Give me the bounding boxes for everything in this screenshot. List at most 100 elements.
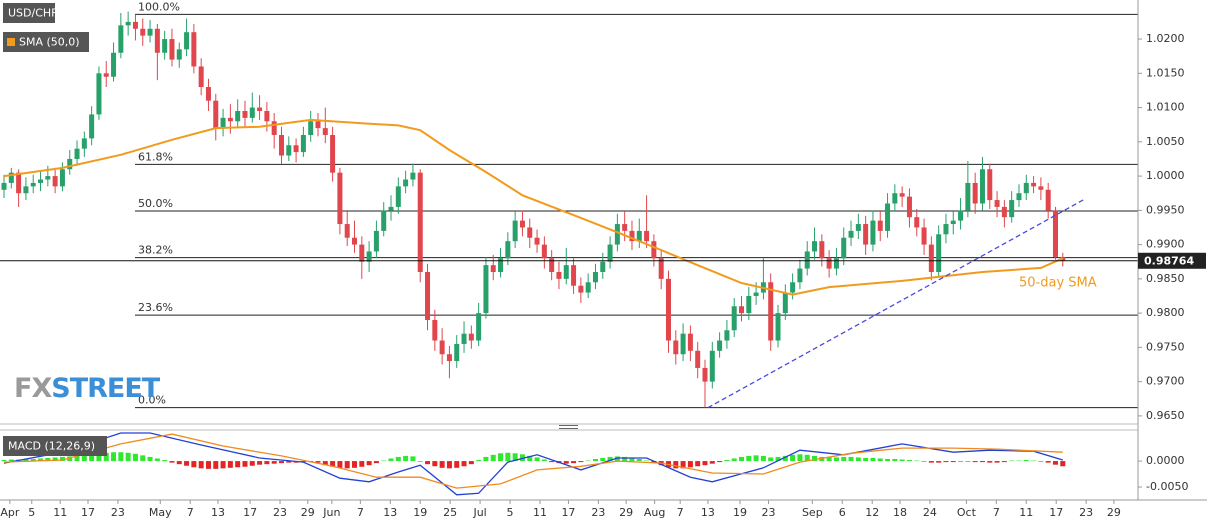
histogram-bar: [205, 461, 211, 469]
y-tick-label: 1.0050: [1146, 135, 1185, 148]
candle-body: [709, 350, 715, 382]
candle-body: [928, 244, 934, 273]
histogram-bar: [848, 456, 854, 462]
fib-label: 23.6%: [138, 301, 173, 314]
candle-body: [242, 110, 248, 118]
candle-body: [23, 186, 29, 194]
macd-line: [3, 432, 1063, 496]
y-tick-label: 0.9950: [1146, 203, 1185, 216]
histogram-bar: [154, 458, 160, 462]
histogram-bar: [673, 461, 679, 469]
candle-body: [1038, 186, 1044, 190]
y-tick-label: 0.9900: [1146, 238, 1185, 251]
histogram-bar: [498, 453, 504, 462]
histogram-bar: [271, 461, 277, 464]
candle-body: [184, 32, 190, 50]
y-tick-label: 1.0000: [1146, 169, 1185, 182]
histogram-bar: [739, 456, 745, 462]
fib-label: 50.0%: [138, 197, 173, 210]
candle-body: [629, 230, 635, 242]
candle-body: [103, 73, 109, 77]
candle-body: [1031, 182, 1037, 187]
histogram-bar: [505, 452, 511, 462]
histogram-bar: [812, 455, 818, 462]
candle-body: [1009, 200, 1015, 218]
candle-body: [863, 224, 869, 245]
candle-body: [622, 224, 628, 231]
histogram-bar: [140, 455, 146, 462]
y-tick-label: 0.9850: [1146, 272, 1185, 285]
x-tick-label: 11: [1019, 506, 1033, 519]
candle-body: [388, 206, 394, 211]
x-tick-label: 7: [357, 506, 364, 519]
candle-body: [855, 224, 861, 231]
candle-body: [205, 87, 211, 101]
candle-body: [651, 241, 657, 259]
candle-body: [403, 179, 409, 187]
candle-body: [52, 176, 58, 187]
histogram-bar: [176, 461, 182, 465]
histogram-bar: [899, 459, 905, 462]
candle-body: [359, 244, 365, 262]
candle-body: [658, 258, 664, 279]
candle-body: [673, 340, 679, 355]
resize-handle[interactable]: [559, 425, 578, 429]
candle-body: [753, 292, 759, 296]
y-tick-label: 1.0150: [1146, 66, 1185, 79]
histogram-bar: [235, 461, 241, 468]
x-tick-label: 7: [677, 506, 684, 519]
histogram-bar: [490, 454, 496, 462]
candle-body: [790, 282, 796, 293]
candle-body: [687, 333, 693, 351]
candle-body: [176, 49, 182, 60]
last-price-label: 0.98764: [1144, 254, 1194, 267]
candle-body: [987, 169, 993, 201]
candle-body: [819, 241, 825, 259]
histogram-bar: [103, 452, 109, 462]
histogram-bar: [994, 461, 1000, 463]
candle-body: [271, 121, 277, 135]
y-tick-label: 1.0200: [1146, 32, 1185, 45]
y-tick-label: 0.9800: [1146, 306, 1185, 319]
histogram-bar: [1060, 461, 1066, 467]
histogram-bar: [768, 457, 774, 462]
candle-body: [512, 220, 518, 242]
histogram-bar: [892, 458, 898, 462]
histogram-bar: [936, 461, 942, 463]
candle-body: [775, 313, 781, 341]
histogram-bar: [1045, 461, 1051, 463]
candle-body: [264, 110, 270, 122]
histogram-bar: [249, 461, 255, 466]
histogram-bar: [59, 456, 65, 462]
x-tick-label: 23: [1079, 506, 1093, 519]
sma-line: [3, 118, 1064, 296]
candle-body: [461, 333, 467, 344]
histogram-bar: [636, 458, 642, 462]
x-tick-label: 17: [1049, 506, 1063, 519]
candle-body: [432, 319, 438, 341]
histogram-bar: [1009, 460, 1015, 462]
candle-body: [724, 330, 730, 341]
histogram-bar: [147, 456, 153, 462]
sma-annotation: 50-day SMA: [1019, 276, 1097, 291]
candle-body: [585, 282, 591, 293]
x-tick-label: 19: [733, 506, 747, 519]
x-tick-label: Jun: [322, 506, 340, 519]
fib-label: 0.0%: [138, 394, 166, 407]
indicator-label: SMA (50,0): [19, 36, 80, 49]
candle-body: [1, 182, 7, 190]
histogram-bar: [373, 461, 379, 464]
candle-body: [476, 313, 482, 341]
symbol-label: USD/CHF: [8, 7, 58, 20]
plot-layer: 1.0200 1.0150 1.0100 1.0050 1.0000 0.9950 0.99…: [0, 0, 1188, 519]
histogram-bar: [162, 460, 168, 462]
candle-body: [644, 230, 650, 242]
histogram-bar: [337, 461, 343, 468]
candle-body: [249, 107, 255, 118]
indicator-box: [3, 32, 89, 52]
candle-body: [870, 220, 876, 245]
candle-body: [344, 224, 350, 238]
histogram-bar: [775, 456, 781, 462]
histogram-bar: [74, 455, 80, 462]
